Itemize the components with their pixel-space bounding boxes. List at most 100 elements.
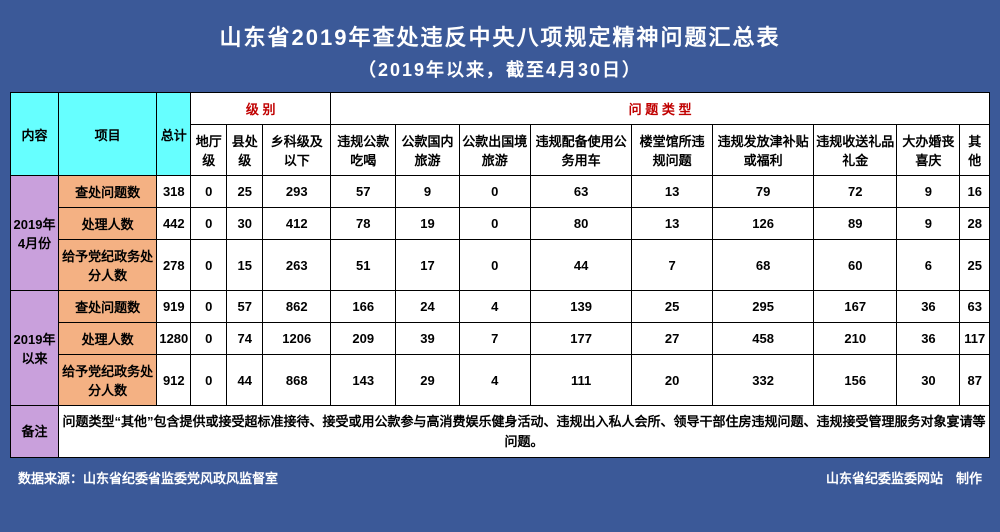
data-cell: 177	[531, 323, 632, 355]
hdr-level-0: 地厅级	[191, 125, 227, 176]
data-cell: 0	[459, 176, 531, 208]
footer-right: 山东省纪委监委网站 制作	[826, 468, 982, 487]
data-cell: 63	[960, 291, 990, 323]
data-cell: 166	[331, 291, 396, 323]
row-total: 1280	[157, 323, 191, 355]
data-cell: 156	[814, 355, 897, 406]
data-cell: 0	[191, 323, 227, 355]
data-cell: 74	[227, 323, 263, 355]
row-label: 处理人数	[59, 208, 157, 240]
data-cell: 57	[227, 291, 263, 323]
footer: 数据来源：山东省纪委省监委党风政风监督室 山东省纪委监委网站 制作	[10, 458, 990, 491]
row-total: 278	[157, 240, 191, 291]
hdr-level-group: 级 别	[191, 93, 331, 125]
hdr-type-3: 违规配备使用公务用车	[531, 125, 632, 176]
hdr-type-7: 大办婚丧喜庆	[897, 125, 960, 176]
data-cell: 57	[331, 176, 396, 208]
hdr-type-5: 违规发放津补贴或福利	[713, 125, 814, 176]
hdr-type-1: 公款国内旅游	[396, 125, 459, 176]
data-cell: 13	[632, 208, 713, 240]
row-total: 318	[157, 176, 191, 208]
data-cell: 20	[632, 355, 713, 406]
row-label: 查处问题数	[59, 176, 157, 208]
data-cell: 15	[227, 240, 263, 291]
data-cell: 4	[459, 291, 531, 323]
data-cell: 36	[897, 323, 960, 355]
report-title: 山东省2019年查处违反中央八项规定精神问题汇总表	[12, 12, 988, 54]
data-cell: 29	[396, 355, 459, 406]
row-label: 处理人数	[59, 323, 157, 355]
row-total: 919	[157, 291, 191, 323]
data-cell: 25	[632, 291, 713, 323]
row-label: 给予党纪政务处分人数	[59, 355, 157, 406]
data-cell: 25	[960, 240, 990, 291]
row-total: 442	[157, 208, 191, 240]
data-cell: 458	[713, 323, 814, 355]
data-cell: 9	[897, 208, 960, 240]
table-row: 给予党纪政务处分人数278015263511704476860625	[11, 240, 990, 291]
data-cell: 25	[227, 176, 263, 208]
data-cell: 868	[263, 355, 331, 406]
hdr-project: 项目	[59, 93, 157, 176]
data-cell: 39	[396, 323, 459, 355]
period-label: 2019年4月份	[11, 176, 59, 291]
header-row-1: 内容 项目 总计 级 别 问 题 类 型	[11, 93, 990, 125]
hdr-level-2: 乡科级及以下	[263, 125, 331, 176]
data-table: 内容 项目 总计 级 别 问 题 类 型 地厅级 县处级 乡科级及以下 违规公款…	[10, 92, 990, 458]
data-cell: 412	[263, 208, 331, 240]
note-text: 问题类型“其他”包含提供或接受超标准接待、接受或用公款参与高消费娱乐健身活动、违…	[59, 406, 990, 458]
report-container: 山东省2019年查处违反中央八项规定精神问题汇总表 （2019年以来，截至4月3…	[10, 10, 990, 491]
data-cell: 1206	[263, 323, 331, 355]
hdr-content: 内容	[11, 93, 59, 176]
table-row: 处理人数128007412062093971772745821036117	[11, 323, 990, 355]
data-cell: 0	[191, 208, 227, 240]
data-cell: 209	[331, 323, 396, 355]
footer-left: 数据来源：山东省纪委省监委党风政风监督室	[18, 468, 278, 487]
data-cell: 210	[814, 323, 897, 355]
data-cell: 78	[331, 208, 396, 240]
hdr-type-group: 问 题 类 型	[331, 93, 990, 125]
data-cell: 51	[331, 240, 396, 291]
data-cell: 6	[897, 240, 960, 291]
data-cell: 0	[191, 355, 227, 406]
data-cell: 295	[713, 291, 814, 323]
data-cell: 72	[814, 176, 897, 208]
data-cell: 4	[459, 355, 531, 406]
data-cell: 9	[897, 176, 960, 208]
data-cell: 0	[191, 291, 227, 323]
row-label: 查处问题数	[59, 291, 157, 323]
table-row: 2019年以来查处问题数9190578621662441392529516736…	[11, 291, 990, 323]
data-cell: 60	[814, 240, 897, 291]
data-cell: 17	[396, 240, 459, 291]
data-cell: 0	[459, 240, 531, 291]
report-subtitle: （2019年以来，截至4月30日）	[12, 56, 988, 90]
data-cell: 89	[814, 208, 897, 240]
data-cell: 167	[814, 291, 897, 323]
period-label: 2019年以来	[11, 291, 59, 406]
data-cell: 44	[531, 240, 632, 291]
table-row: 2019年4月份查处问题数318025293579063137972916	[11, 176, 990, 208]
data-cell: 0	[191, 240, 227, 291]
hdr-type-4: 楼堂馆所违规问题	[632, 125, 713, 176]
hdr-type-2: 公款出国境旅游	[459, 125, 531, 176]
data-cell: 27	[632, 323, 713, 355]
data-cell: 0	[459, 208, 531, 240]
data-cell: 24	[396, 291, 459, 323]
data-cell: 139	[531, 291, 632, 323]
data-cell: 63	[531, 176, 632, 208]
data-cell: 9	[396, 176, 459, 208]
data-cell: 19	[396, 208, 459, 240]
data-cell: 68	[713, 240, 814, 291]
data-cell: 332	[713, 355, 814, 406]
data-cell: 126	[713, 208, 814, 240]
note-row: 备注 问题类型“其他”包含提供或接受超标准接待、接受或用公款参与高消费娱乐健身活…	[11, 406, 990, 458]
hdr-type-6: 违规收送礼品礼金	[814, 125, 897, 176]
data-cell: 30	[227, 208, 263, 240]
data-cell: 79	[713, 176, 814, 208]
data-cell: 16	[960, 176, 990, 208]
data-cell: 13	[632, 176, 713, 208]
data-cell: 111	[531, 355, 632, 406]
row-label: 给予党纪政务处分人数	[59, 240, 157, 291]
hdr-type-0: 违规公款吃喝	[331, 125, 396, 176]
table-row: 给予党纪政务处分人数912044868143294111203321563087	[11, 355, 990, 406]
